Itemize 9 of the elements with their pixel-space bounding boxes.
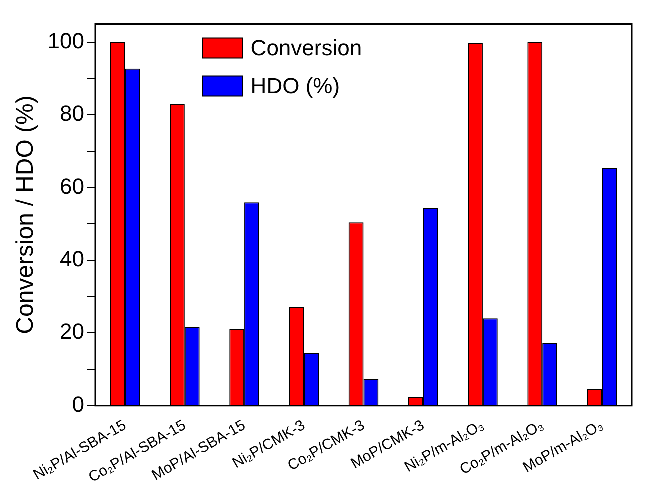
y-tick-label: 100 — [48, 28, 85, 54]
y-tick-label: 20 — [60, 319, 85, 344]
y-tick-label: 60 — [60, 174, 85, 199]
legend-label: HDO (%) — [250, 73, 340, 98]
y-axis-title: Conversion / HDO (%) — [12, 96, 40, 334]
y-tick-label: 80 — [60, 101, 85, 126]
y-tick-label: 0 — [72, 392, 85, 417]
y-tick-label: 40 — [60, 246, 85, 272]
legend-label: Conversion — [250, 35, 362, 60]
